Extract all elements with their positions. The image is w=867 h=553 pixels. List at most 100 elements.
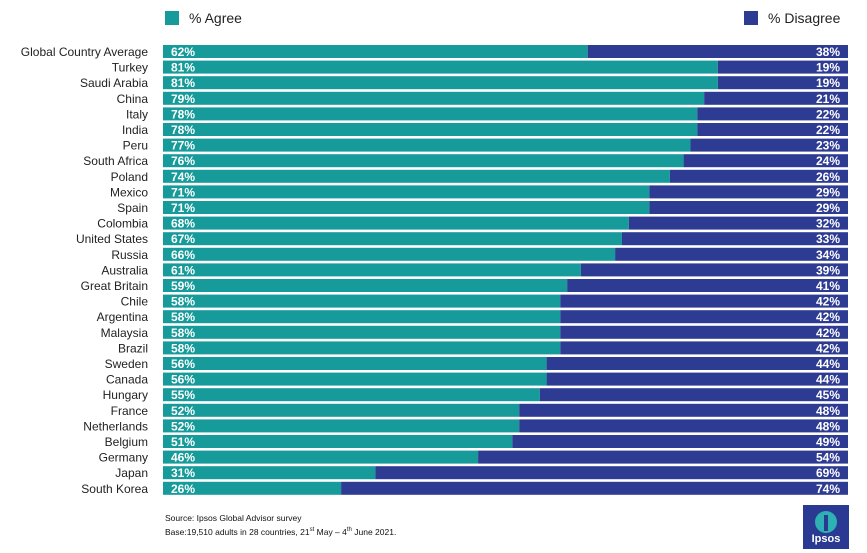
category-label: Australia bbox=[101, 263, 148, 277]
disagree-bar bbox=[478, 450, 848, 464]
source-note: Source: Ipsos Global Advisor survey Base… bbox=[165, 512, 396, 538]
agree-value-label: 51% bbox=[171, 435, 195, 449]
agree-bar bbox=[163, 123, 698, 136]
disagree-value-label: 49% bbox=[816, 435, 840, 449]
disagree-bar bbox=[519, 403, 848, 417]
agree-bar bbox=[163, 76, 718, 90]
disagree-value-label: 19% bbox=[816, 76, 840, 90]
disagree-bar bbox=[587, 45, 848, 58]
category-label: Chile bbox=[121, 295, 149, 309]
disagree-bar bbox=[717, 76, 848, 90]
category-label: Argentina bbox=[97, 310, 149, 324]
category-label: Saudi Arabia bbox=[80, 76, 148, 90]
agree-value-label: 61% bbox=[171, 263, 195, 277]
agree-bar bbox=[163, 247, 616, 261]
agree-bar bbox=[163, 45, 588, 58]
disagree-value-label: 21% bbox=[816, 92, 840, 106]
disagree-bar bbox=[580, 263, 848, 277]
agree-value-label: 78% bbox=[171, 123, 195, 137]
disagree-bar bbox=[697, 107, 848, 121]
agree-value-label: 56% bbox=[171, 357, 195, 371]
disagree-bar bbox=[512, 435, 848, 448]
disagree-value-label: 22% bbox=[816, 107, 840, 121]
disagree-value-label: 41% bbox=[816, 279, 840, 293]
legend-disagree-label: % Disagree bbox=[768, 10, 841, 26]
category-label: Global Country Average bbox=[21, 45, 149, 59]
disagree-value-label: 39% bbox=[816, 263, 840, 277]
agree-bar bbox=[163, 201, 650, 214]
agree-value-label: 59% bbox=[171, 279, 195, 293]
disagree-bar bbox=[560, 294, 848, 308]
agree-value-label: 31% bbox=[171, 466, 195, 480]
legend-disagree: % Disagree bbox=[744, 10, 840, 26]
category-label: Netherlands bbox=[83, 419, 148, 433]
agree-value-label: 56% bbox=[171, 373, 195, 387]
category-label: South Africa bbox=[83, 154, 148, 168]
agree-bar bbox=[163, 185, 650, 199]
category-label: Mexico bbox=[110, 185, 148, 199]
category-label: Spain bbox=[117, 201, 148, 215]
category-label: Great Britain bbox=[81, 279, 148, 293]
agree-value-label: 58% bbox=[171, 310, 195, 324]
disagree-bar bbox=[690, 138, 848, 152]
disagree-value-label: 34% bbox=[816, 248, 840, 262]
disagree-bar bbox=[375, 466, 848, 480]
disagree-value-label: 74% bbox=[816, 482, 840, 496]
disagree-value-label: 42% bbox=[816, 295, 840, 309]
disagree-value-label: 22% bbox=[816, 123, 840, 137]
category-label: Peru bbox=[123, 139, 148, 153]
disagree-value-label: 38% bbox=[816, 45, 840, 59]
agree-value-label: 52% bbox=[171, 404, 195, 418]
category-label: Italy bbox=[126, 107, 148, 121]
category-label: China bbox=[117, 92, 149, 106]
legend-agree-label: % Agree bbox=[189, 10, 242, 26]
stacked-bar-chart: Global Country Average 62% 38% Turkey 81% 19%… bbox=[21, 45, 848, 496]
disagree-bar bbox=[567, 279, 848, 292]
disagree-value-label: 44% bbox=[816, 373, 840, 387]
disagree-bar bbox=[621, 232, 848, 246]
agree-bar bbox=[163, 216, 629, 230]
agree-bar bbox=[163, 403, 520, 417]
base-line: Base:19,510 adults in 28 countries, 21st… bbox=[165, 526, 397, 537]
agree-bar bbox=[163, 341, 561, 355]
disagree-value-label: 48% bbox=[816, 404, 840, 418]
disagree-bar bbox=[546, 357, 848, 370]
ipsos-logo-mark bbox=[815, 511, 837, 533]
agree-bar bbox=[163, 466, 376, 480]
disagree-bar bbox=[560, 325, 848, 339]
category-label: Turkey bbox=[112, 61, 148, 75]
category-label: Belgium bbox=[105, 435, 148, 449]
category-label: Japan bbox=[115, 466, 148, 480]
disagree-value-label: 32% bbox=[816, 217, 840, 231]
agree-bar bbox=[163, 435, 513, 448]
agree-value-label: 78% bbox=[171, 107, 195, 121]
disagree-value-label: 42% bbox=[816, 310, 840, 324]
disagree-value-label: 19% bbox=[816, 61, 840, 75]
agree-bar bbox=[163, 419, 520, 433]
agree-value-label: 52% bbox=[171, 419, 195, 433]
category-label: France bbox=[111, 404, 149, 418]
category-label: Colombia bbox=[97, 217, 148, 231]
agree-bar bbox=[163, 481, 342, 495]
disagree-value-label: 48% bbox=[816, 419, 840, 433]
disagree-bar bbox=[560, 341, 848, 355]
category-label: Germany bbox=[99, 451, 148, 465]
disagree-bar bbox=[717, 60, 848, 74]
disagree-bar bbox=[704, 91, 848, 105]
agree-bar bbox=[163, 372, 547, 386]
agree-value-label: 77% bbox=[171, 139, 195, 153]
agree-value-label: 81% bbox=[171, 76, 195, 90]
disagree-value-label: 26% bbox=[816, 170, 840, 184]
disagree-bar bbox=[519, 419, 848, 433]
agree-value-label: 76% bbox=[171, 154, 195, 168]
category-label: Russia bbox=[111, 248, 148, 262]
category-label: India bbox=[122, 123, 148, 137]
disagree-bar bbox=[539, 388, 848, 402]
disagree-value-label: 44% bbox=[816, 357, 840, 371]
disagree-value-label: 45% bbox=[816, 388, 840, 402]
disagree-bar bbox=[683, 154, 848, 168]
legend-agree: % Agree bbox=[165, 10, 242, 26]
agree-bar bbox=[163, 450, 479, 464]
disagree-bar bbox=[628, 216, 848, 230]
agree-bar bbox=[163, 232, 622, 246]
